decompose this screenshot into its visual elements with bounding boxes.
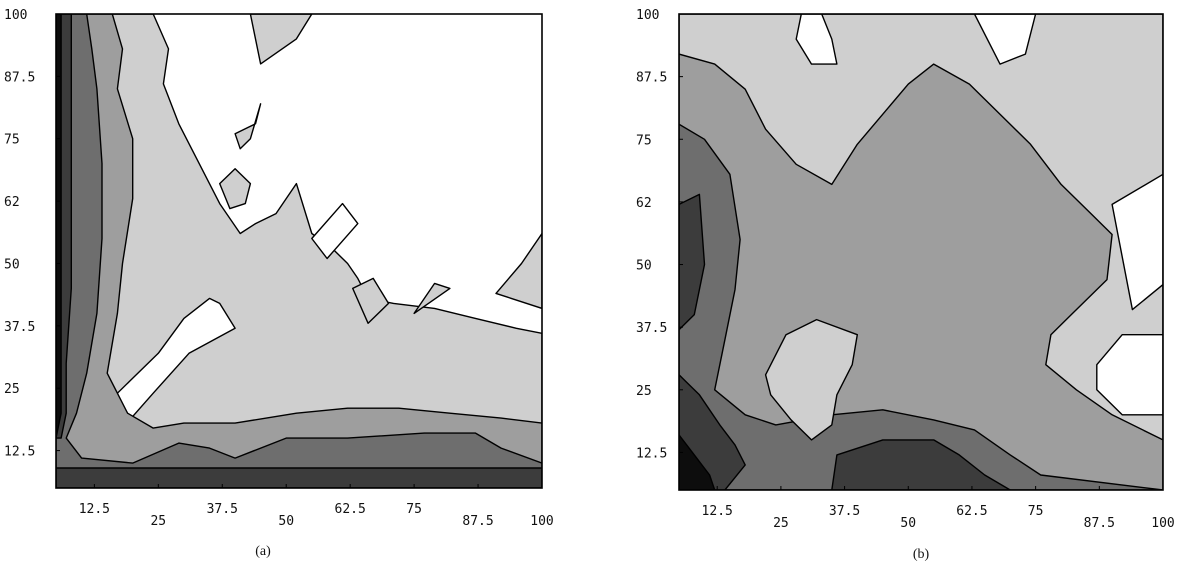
y-tick-label: 100 [636, 8, 659, 23]
panel-a: 12.5 25 37.5 50 62.5 75 87.5 100 12.5 25 37.5 50 62 7… [4, 8, 554, 559]
contour-region-level-2 [56, 14, 542, 488]
contour-region-level-1 [218, 167, 252, 210]
x-tick-label: 50 [900, 516, 916, 531]
plot-frame [55, 13, 543, 489]
contour-region-level-3 [56, 14, 542, 488]
x-tick-label: 12.5 [79, 502, 110, 517]
contour-region-level-4 [679, 193, 706, 331]
contour-region-level-0 [973, 14, 1037, 65]
contour-region-level-0 [1096, 334, 1163, 416]
contour-plot-area [679, 14, 1163, 490]
x-tick-label: 50 [278, 514, 294, 529]
x-tick-label: 87.5 [1084, 516, 1115, 531]
x-tick-label: 75 [1028, 504, 1044, 519]
x-tick-label: 62.5 [335, 502, 366, 517]
x-tick-label: 62.5 [956, 504, 987, 519]
contour-region-level-4 [56, 467, 542, 488]
y-tick-label: 87.5 [636, 71, 667, 86]
contour-region-level-4 [831, 439, 1011, 490]
x-tick-label: 37.5 [207, 502, 238, 517]
x-tick-label: 100 [1151, 516, 1174, 531]
y-tick-label: 62 [4, 195, 20, 210]
panel-caption: (a) [255, 544, 271, 559]
y-tick-label: 37.5 [636, 321, 667, 336]
x-tick-label: 12.5 [702, 504, 733, 519]
x-tick-label: 87.5 [462, 514, 493, 529]
contour-region-level-1 [249, 14, 313, 65]
contour-region-level-0 [1111, 173, 1163, 311]
contour-region-level-1 [495, 232, 542, 310]
contour-plot-area [56, 14, 542, 488]
contour-region-level-0 [311, 202, 359, 260]
panel-b: 12.5 25 37.5 50 62.5 75 87.5 100 12.5 25 37.5 50 62 7… [636, 8, 1175, 562]
panel-caption: (b) [913, 547, 930, 562]
contour-region-level-1 [764, 318, 858, 441]
plot-frame [678, 13, 1164, 491]
y-tick-label: 25 [4, 382, 20, 397]
contour-region-level-1 [413, 282, 451, 315]
y-tick-label: 37.5 [4, 320, 35, 335]
y-tick-label: 12.5 [4, 445, 35, 460]
x-tick-label: 25 [150, 514, 166, 529]
y-tick-label: 25 [636, 384, 652, 399]
contour-region-level-5 [679, 434, 716, 490]
contour-region-level-0 [795, 14, 838, 65]
contour-region-level-5 [56, 14, 62, 439]
y-tick-label: 75 [636, 133, 652, 148]
y-tick-label: 75 [4, 133, 20, 148]
contour-region-level-1 [352, 277, 390, 324]
y-tick-label: 50 [636, 259, 652, 274]
x-tick-label: 75 [406, 502, 422, 517]
contour-region-level-1 [234, 103, 262, 150]
y-tick-label: 62 [636, 196, 652, 211]
x-tick-label: 37.5 [829, 504, 860, 519]
y-tick-label: 50 [4, 257, 20, 272]
y-tick-label: 87.5 [4, 70, 35, 85]
x-tick-label: 100 [530, 514, 553, 529]
y-tick-label: 12.5 [636, 446, 667, 461]
x-tick-label: 25 [773, 516, 789, 531]
y-tick-label: 100 [4, 8, 27, 23]
